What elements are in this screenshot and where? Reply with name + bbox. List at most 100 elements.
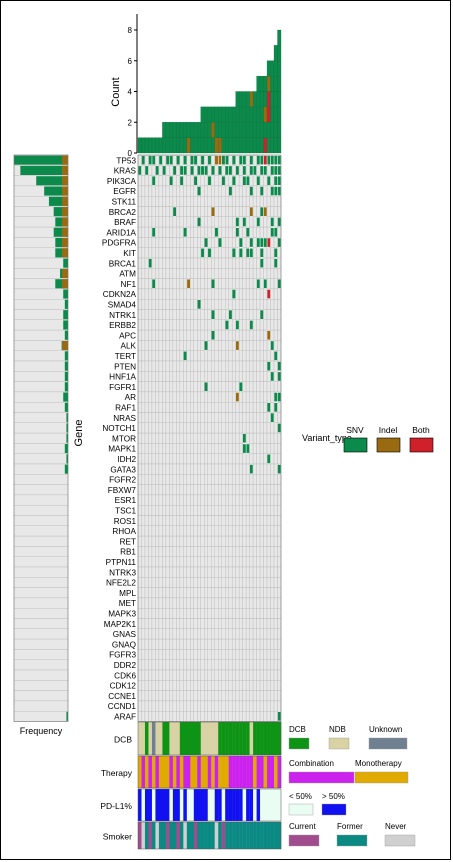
empty-cell	[176, 247, 181, 259]
empty-cell	[151, 711, 156, 722]
empty-cell	[151, 329, 156, 341]
annotation-legend-label: < 50%	[289, 792, 312, 801]
empty-cell	[273, 195, 278, 207]
frequency-bar	[48, 196, 68, 206]
variant-legend-title: Variant_type	[302, 433, 352, 443]
empty-cell	[228, 350, 233, 362]
empty-cell	[165, 185, 170, 197]
empty-cell	[238, 319, 243, 331]
empty-cell	[277, 309, 282, 321]
mutation-cell	[176, 155, 180, 165]
mutation-cell	[277, 712, 281, 721]
empty-cell	[137, 309, 142, 321]
empty-cell	[190, 443, 195, 454]
empty-cell	[221, 680, 226, 691]
empty-cell	[165, 659, 170, 671]
empty-cell	[231, 505, 236, 516]
empty-cell	[144, 360, 149, 372]
empty-cell	[259, 422, 264, 434]
empty-cell	[259, 195, 264, 207]
empty-cell	[169, 525, 174, 537]
empty-cell	[151, 432, 156, 444]
empty-cell	[204, 597, 208, 609]
empty-cell	[228, 195, 233, 207]
empty-cell	[172, 597, 177, 609]
empty-cell	[231, 195, 236, 207]
empty-cell	[252, 371, 257, 382]
empty-cell	[277, 381, 282, 393]
empty-cell	[141, 185, 146, 197]
annotation-cell	[267, 756, 271, 788]
empty-cell	[228, 597, 233, 609]
empty-cell	[235, 690, 240, 702]
annotation-cell	[246, 789, 250, 821]
gene-label: GNAQ	[112, 640, 136, 649]
empty-cell	[231, 546, 236, 557]
empty-cell	[165, 247, 170, 259]
empty-cell	[179, 649, 184, 660]
empty-cell	[183, 669, 188, 681]
empty-cell	[151, 237, 156, 248]
empty-cell	[228, 587, 233, 599]
mutation-cell	[277, 392, 281, 402]
frequency-cell	[13, 556, 69, 568]
empty-cell	[197, 391, 201, 403]
frequency-cell	[13, 494, 69, 506]
count-bar-segment	[137, 137, 142, 154]
empty-cell	[214, 628, 219, 640]
empty-cell	[179, 185, 184, 197]
empty-cell	[214, 618, 219, 630]
annotation-cell	[256, 789, 261, 821]
empty-cell	[204, 278, 208, 290]
count-bar-segment	[214, 106, 219, 123]
empty-cell	[263, 577, 268, 588]
empty-cell	[270, 432, 275, 444]
empty-cell	[183, 319, 188, 331]
empty-cell	[151, 371, 156, 382]
empty-cell	[141, 216, 146, 228]
gene-label: BRCA1	[109, 259, 137, 268]
empty-cell	[200, 216, 205, 228]
annotation-cell	[190, 756, 195, 788]
empty-cell	[256, 463, 261, 475]
empty-cell	[190, 546, 195, 557]
count-bar-segment	[277, 45, 282, 61]
empty-cell	[176, 329, 181, 341]
empty-cell	[183, 700, 188, 712]
empty-cell	[245, 412, 250, 424]
empty-cell	[221, 628, 226, 640]
empty-cell	[270, 649, 275, 660]
empty-cell	[249, 638, 254, 650]
empty-cell	[155, 566, 160, 578]
empty-cell	[218, 690, 222, 702]
empty-cell	[179, 278, 184, 290]
empty-cell	[200, 288, 205, 300]
empty-cell	[249, 299, 254, 310]
empty-cell	[169, 659, 174, 671]
empty-cell	[137, 443, 142, 454]
empty-cell	[197, 443, 201, 454]
empty-cell	[263, 443, 268, 454]
empty-cell	[162, 515, 167, 527]
annotation-cell	[228, 756, 233, 788]
empty-cell	[259, 453, 264, 465]
mutation-cell	[194, 176, 197, 186]
empty-cell	[144, 340, 149, 351]
count-bar-segment	[245, 106, 250, 123]
empty-cell	[266, 546, 271, 557]
empty-cell	[148, 278, 153, 290]
count-bar-segment	[172, 122, 177, 138]
frequency-bar-indel	[62, 176, 68, 186]
empty-cell	[270, 525, 275, 537]
empty-cell	[263, 484, 268, 496]
empty-cell	[218, 402, 222, 413]
mutation-cell	[201, 248, 204, 258]
annotation-cell	[176, 722, 181, 755]
annotation-cell	[263, 722, 268, 755]
empty-cell	[238, 690, 243, 702]
empty-cell	[141, 360, 146, 372]
mutation-cell	[215, 155, 218, 165]
empty-cell	[162, 391, 167, 403]
mutation-cell	[225, 155, 229, 165]
empty-cell	[270, 505, 275, 516]
